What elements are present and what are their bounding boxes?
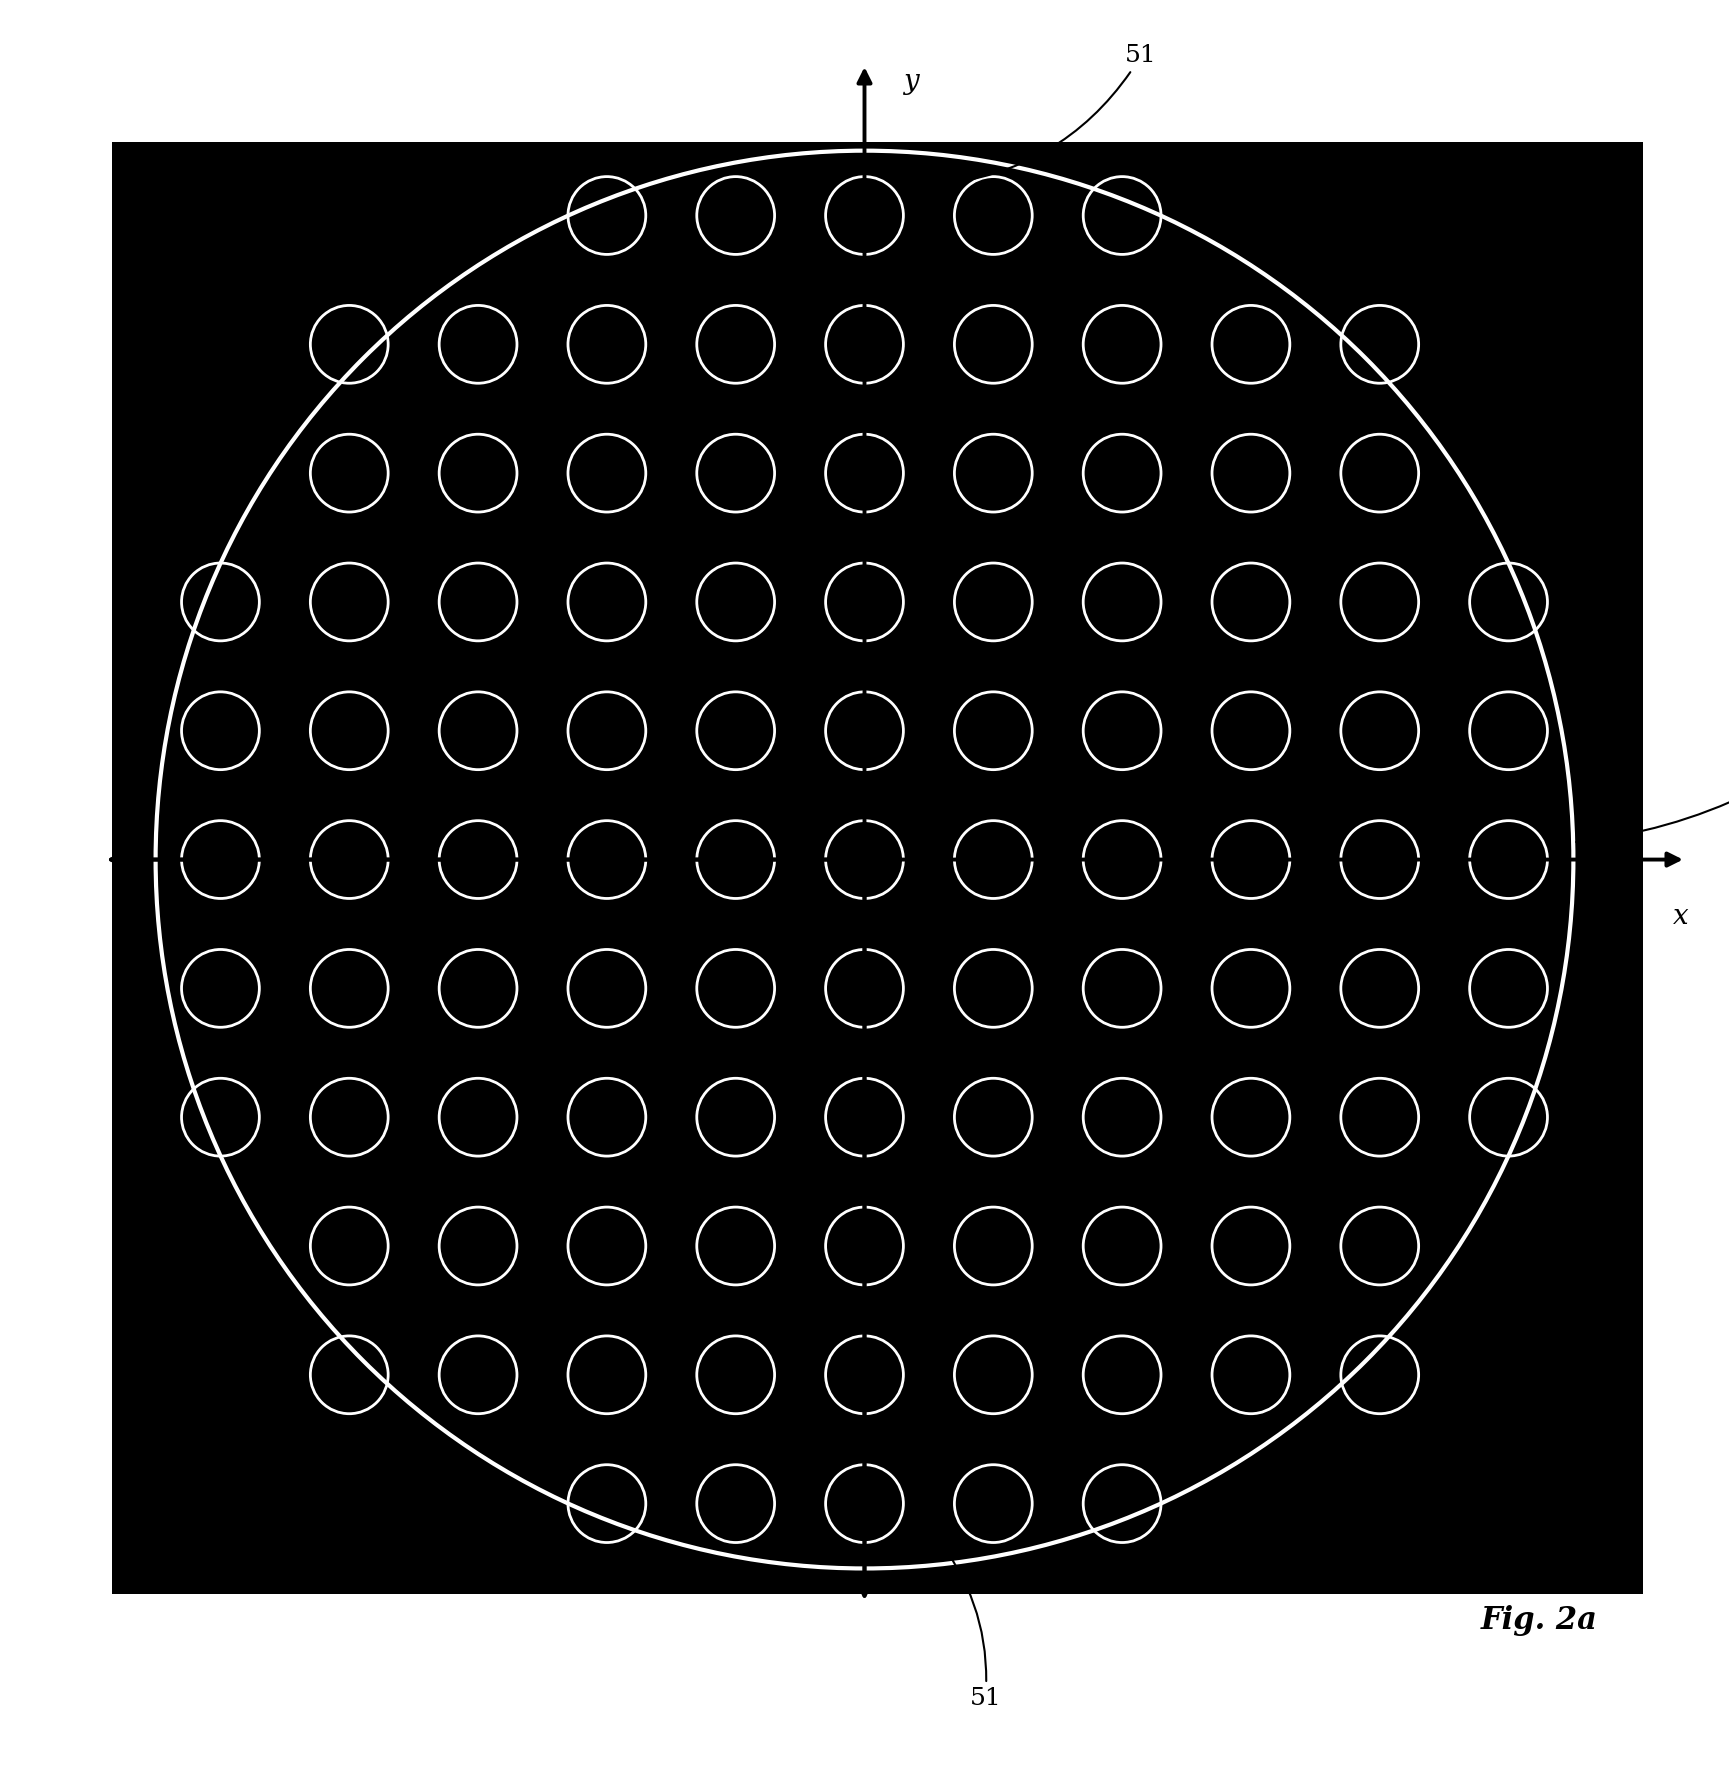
Text: 51: 51 — [937, 44, 1157, 184]
Text: y: y — [903, 67, 918, 96]
Text: 51: 51 — [1577, 770, 1729, 841]
Bar — [112, 142, 1643, 1594]
Text: Fig. 2a: Fig. 2a — [1480, 1605, 1598, 1636]
Text: x: x — [1672, 903, 1689, 930]
Text: 51: 51 — [935, 1535, 1001, 1709]
